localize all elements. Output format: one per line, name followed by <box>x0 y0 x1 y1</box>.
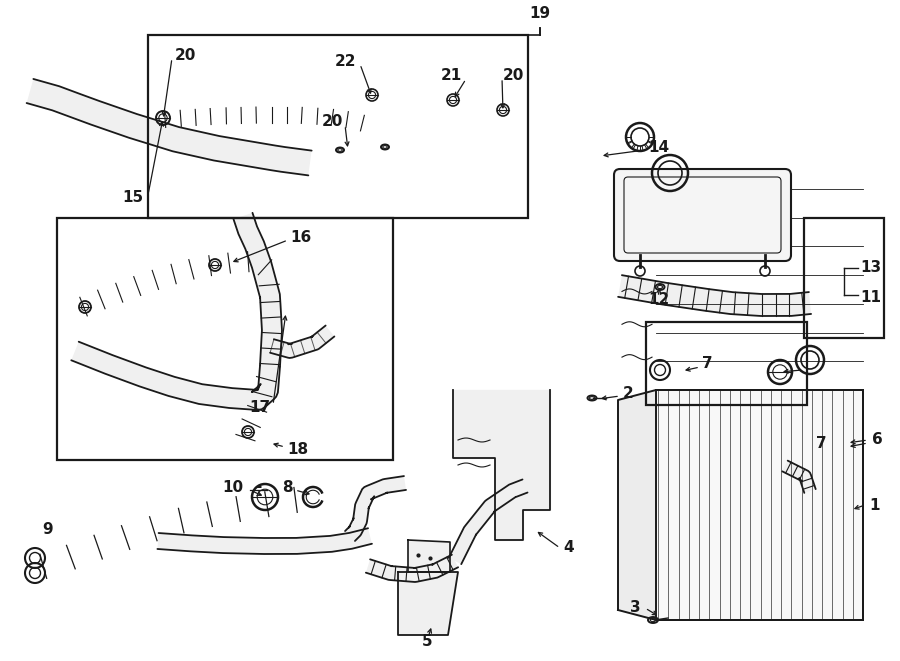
Text: 7: 7 <box>702 356 713 371</box>
Text: 10: 10 <box>222 479 243 494</box>
Text: 18: 18 <box>287 442 308 457</box>
Bar <box>57 218 393 460</box>
Text: -: - <box>255 479 261 494</box>
Polygon shape <box>345 476 406 541</box>
Text: 14: 14 <box>648 139 669 155</box>
Text: 1: 1 <box>869 498 879 512</box>
Polygon shape <box>398 572 458 635</box>
FancyBboxPatch shape <box>614 169 791 261</box>
Text: 12: 12 <box>648 293 670 307</box>
Text: 15: 15 <box>122 190 143 206</box>
Polygon shape <box>618 390 656 620</box>
Text: 20: 20 <box>503 67 525 83</box>
Text: 20: 20 <box>175 48 196 63</box>
Text: 22: 22 <box>335 54 356 69</box>
Text: 13: 13 <box>860 260 881 276</box>
Polygon shape <box>408 540 450 572</box>
Text: 11: 11 <box>860 290 881 305</box>
Text: 2: 2 <box>623 385 634 401</box>
Text: 3: 3 <box>630 600 641 615</box>
Text: 19: 19 <box>529 7 551 22</box>
Text: 16: 16 <box>290 229 311 245</box>
Polygon shape <box>158 528 372 554</box>
Bar <box>804 218 884 338</box>
Text: 9: 9 <box>42 522 52 537</box>
Bar <box>646 322 807 405</box>
Text: 4: 4 <box>563 539 573 555</box>
Bar <box>656 390 863 620</box>
Polygon shape <box>270 325 335 358</box>
Text: 17: 17 <box>249 399 270 414</box>
Text: 6: 6 <box>872 432 883 447</box>
Polygon shape <box>27 79 311 175</box>
Text: 21: 21 <box>441 69 462 83</box>
Polygon shape <box>233 213 282 367</box>
Polygon shape <box>782 461 815 493</box>
Text: 20: 20 <box>321 114 343 130</box>
Polygon shape <box>453 390 550 540</box>
Polygon shape <box>618 275 811 316</box>
Polygon shape <box>449 479 527 564</box>
Text: 7: 7 <box>816 436 826 451</box>
Text: 8: 8 <box>283 479 293 494</box>
Bar <box>148 35 528 218</box>
Polygon shape <box>71 342 280 410</box>
Text: 5: 5 <box>422 633 432 648</box>
Polygon shape <box>366 555 458 582</box>
